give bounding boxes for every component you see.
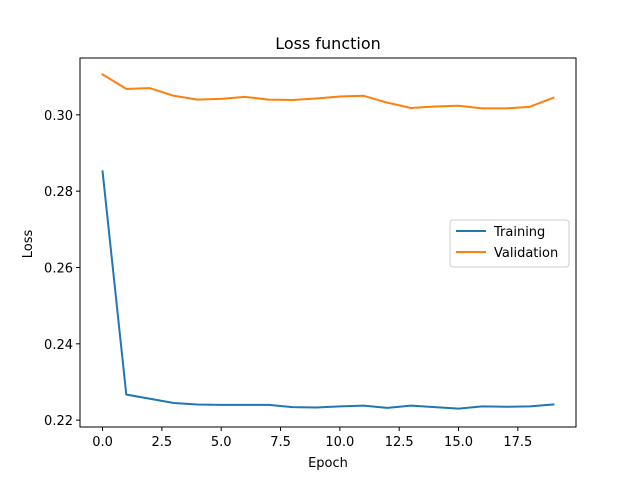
x-tick-label: 15.0 xyxy=(444,435,473,450)
x-axis-label: Epoch xyxy=(308,456,348,471)
plot-lines xyxy=(101,73,555,410)
y-tick-label: 0.22 xyxy=(44,414,73,429)
x-axis-ticks: 0.0 2.5 5.0 7.5 10.0 12.5 15.0 17.5 xyxy=(92,427,532,450)
y-tick-label: 0.30 xyxy=(44,109,73,124)
legend-label-training: Training xyxy=(493,225,545,240)
y-tick-label: 0.24 xyxy=(44,338,73,353)
x-tick-label: 12.5 xyxy=(385,435,414,450)
legend: Training Validation xyxy=(449,219,570,268)
y-tick-label: 0.28 xyxy=(44,185,73,200)
y-tick-label: 0.26 xyxy=(44,261,73,276)
y-axis-label: Loss xyxy=(21,230,36,259)
x-tick-label: 5.0 xyxy=(211,435,232,450)
x-tick-label: 2.5 xyxy=(152,435,173,450)
y-axis-ticks: 0.22 0.24 0.26 0.28 0.30 xyxy=(44,109,80,429)
series-line-validation xyxy=(101,73,555,110)
chart-title: Loss function xyxy=(275,34,381,53)
series-line-training xyxy=(101,170,555,410)
legend-label-validation: Validation xyxy=(494,246,558,261)
x-tick-label: 17.5 xyxy=(503,435,532,450)
x-tick-label: 10.0 xyxy=(325,435,354,450)
plot-frame xyxy=(79,57,577,428)
x-tick-label: 7.5 xyxy=(270,435,291,450)
x-tick-label: 0.0 xyxy=(92,435,113,450)
